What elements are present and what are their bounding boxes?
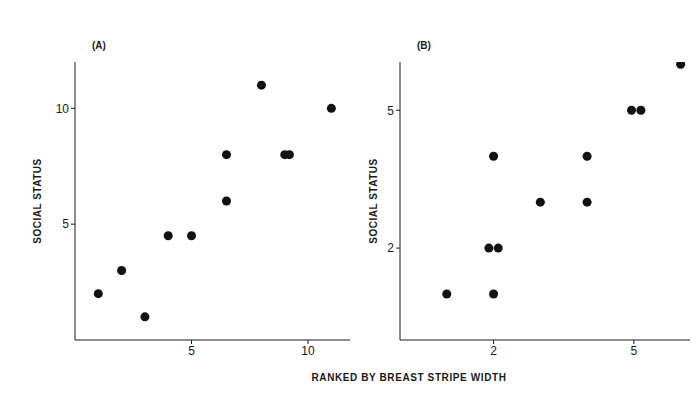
svg-text:2: 2	[490, 344, 497, 358]
svg-text:5: 5	[631, 344, 638, 358]
html-text:(B): (B)	[417, 40, 431, 51]
html-text:(A): (A)	[92, 40, 106, 51]
svg-text:10: 10	[56, 102, 70, 116]
svg-text:10: 10	[301, 344, 315, 358]
svg-text:5: 5	[62, 217, 69, 231]
svg-text:2: 2	[387, 241, 394, 255]
svg-text:5: 5	[188, 344, 195, 358]
svg-text:SOCIAL STATUS: SOCIAL STATUS	[32, 158, 43, 243]
svg-text:5: 5	[387, 104, 394, 118]
svg-text:SOCIAL STATUS: SOCIAL STATUS	[368, 158, 379, 243]
html-text:RANKED BY BREAST STRIPE WIDTH: RANKED BY BREAST STRIPE WIDTH	[311, 372, 507, 383]
